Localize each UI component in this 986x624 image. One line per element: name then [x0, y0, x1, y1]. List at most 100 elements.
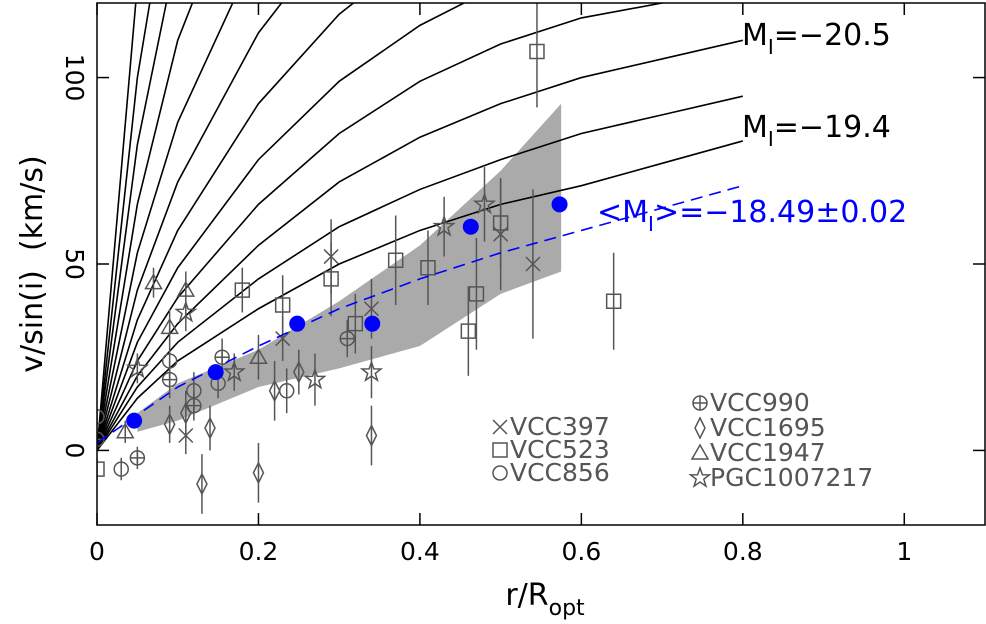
label-part: I — [768, 35, 774, 59]
y-tick-label: 100 — [60, 54, 89, 102]
label-part: >=−18.49±0.02 — [654, 195, 907, 230]
label-part: I — [768, 127, 774, 151]
legend-marker — [690, 443, 710, 460]
marker — [460, 323, 477, 339]
label-part: <M — [597, 195, 648, 230]
label-part: =−20.5 — [774, 18, 891, 53]
x-tick-label: 0.4 — [400, 537, 440, 566]
model-curve — [97, 3, 194, 451]
marker — [234, 282, 251, 298]
legend-label: VCC523 — [510, 435, 610, 464]
legend-marker — [492, 419, 508, 435]
marker — [275, 331, 291, 347]
marker — [196, 472, 208, 496]
marker — [274, 297, 291, 313]
marker — [161, 371, 178, 388]
x-tick-label: 1 — [896, 537, 912, 566]
marker — [292, 360, 305, 384]
y-tick-label: 50 — [60, 248, 89, 280]
annotation: MI=−20.5 — [742, 18, 891, 59]
marker — [160, 317, 179, 335]
annotation: MI=−19.4 — [742, 110, 891, 151]
mean-point — [462, 218, 479, 235]
marker — [359, 359, 384, 383]
marker — [174, 300, 198, 323]
x-tick-label: 0 — [89, 537, 105, 566]
marker — [222, 359, 246, 383]
label-part: r/R — [505, 578, 548, 613]
marker — [97, 461, 105, 477]
model-curve — [97, 95, 743, 451]
model-curve — [97, 39, 743, 451]
legend-marker — [688, 465, 712, 488]
scatter-band — [137, 103, 562, 432]
mean-point — [126, 412, 143, 429]
legend-marker — [492, 442, 508, 458]
legend-label: PGC1007217 — [710, 463, 873, 492]
label-part: M — [742, 18, 768, 53]
model-curve — [97, 3, 667, 451]
marker — [303, 367, 327, 390]
fit-line — [97, 184, 744, 444]
mean-point — [207, 364, 224, 381]
marker — [525, 256, 541, 272]
mean-point — [551, 196, 568, 213]
marker — [252, 461, 265, 485]
model-curve — [97, 3, 283, 451]
marker — [113, 461, 129, 477]
x-tick-label: 0.2 — [239, 537, 279, 566]
marker — [249, 347, 268, 364]
marker — [605, 293, 622, 310]
marker — [468, 286, 485, 302]
plot-area — [97, 3, 744, 514]
legend-marker — [694, 416, 706, 440]
model-curve — [97, 3, 355, 451]
x-tick-label: 0.8 — [723, 537, 763, 566]
marker — [420, 259, 436, 276]
marker — [186, 383, 202, 399]
marker — [387, 252, 404, 269]
mean-point — [289, 315, 306, 332]
marker — [144, 273, 163, 290]
marker — [347, 315, 364, 332]
marker — [97, 409, 105, 425]
marker — [115, 422, 135, 439]
model-curve — [97, 3, 168, 451]
model-curve — [97, 3, 234, 451]
legend-label: VCC1695 — [710, 413, 826, 442]
marker — [204, 416, 216, 440]
model-curve — [97, 140, 744, 451]
marker — [472, 192, 497, 215]
marker — [432, 214, 456, 237]
legend-label: VCC990 — [710, 388, 810, 417]
y-tick-label: 0 — [60, 442, 89, 458]
marker — [129, 450, 146, 466]
label-part: I — [648, 212, 654, 236]
legend-marker — [492, 465, 508, 481]
marker — [268, 379, 281, 403]
x-tick-label: 0.6 — [561, 537, 601, 566]
legend-label: VCC397 — [510, 412, 610, 441]
marker — [492, 215, 509, 231]
label-part: =−19.4 — [774, 110, 891, 145]
label-part: M — [742, 110, 768, 145]
marker — [365, 423, 378, 448]
marker — [161, 353, 178, 369]
legend-label: VCC856 — [510, 458, 610, 487]
model-curve — [97, 3, 466, 451]
marker — [179, 401, 192, 425]
marker — [323, 271, 339, 287]
mean-point — [364, 315, 381, 332]
marker — [125, 356, 150, 379]
marker — [214, 349, 230, 365]
label-part: opt — [549, 596, 585, 621]
marker — [163, 412, 176, 437]
marker — [363, 301, 380, 317]
y-axis-label: v/sin(i) (km/s) — [15, 155, 50, 372]
marker — [278, 383, 295, 399]
legend-marker — [692, 395, 708, 411]
x-axis-label: r/Ropt — [505, 578, 585, 621]
marker — [339, 330, 356, 347]
marker — [529, 43, 545, 60]
